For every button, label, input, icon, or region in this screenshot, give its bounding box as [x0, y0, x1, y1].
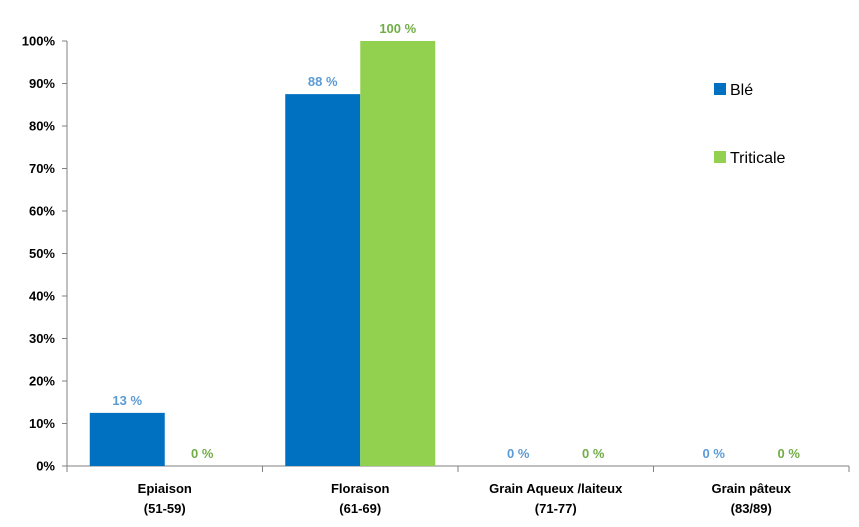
y-tick-label: 30%: [29, 331, 55, 346]
x-category-label: (83/89): [731, 501, 772, 516]
data-label: 0 %: [582, 446, 605, 461]
y-tick-label: 100%: [22, 34, 56, 49]
x-category-label: (51-59): [144, 501, 186, 516]
bar-triticale-2: [360, 41, 436, 466]
y-tick-label: 50%: [29, 246, 55, 261]
x-category-label: (61-69): [339, 501, 381, 516]
data-label: 0 %: [191, 446, 214, 461]
y-tick-label: 40%: [29, 289, 55, 304]
legend-label: Blé: [730, 82, 753, 99]
y-tick-label: 90%: [29, 76, 55, 91]
x-category-label: Epiaison: [138, 481, 192, 496]
bar-bl--1: [89, 412, 165, 466]
x-category-label: Floraison: [331, 481, 390, 496]
data-label: 0 %: [507, 446, 530, 461]
data-label: 0 %: [778, 446, 801, 461]
legend-swatch: [714, 83, 726, 95]
legend-swatch: [714, 151, 726, 163]
data-label: 0 %: [703, 446, 726, 461]
x-category-label: (71-77): [535, 501, 577, 516]
y-tick-label: 70%: [29, 161, 55, 176]
data-label: 100 %: [379, 21, 416, 36]
bar-bl--2: [285, 94, 361, 466]
y-tick-label: 60%: [29, 204, 55, 219]
data-label: 88 %: [308, 74, 338, 89]
legend-label: Triticale: [730, 150, 786, 167]
data-label: 13 %: [112, 393, 142, 408]
x-category-label: Grain Aqueux /laiteux: [489, 481, 623, 496]
y-tick-label: 10%: [29, 416, 55, 431]
y-tick-label: 80%: [29, 119, 55, 134]
y-tick-label: 0%: [36, 459, 55, 474]
y-tick-label: 20%: [29, 374, 55, 389]
x-category-label: Grain pâteux: [712, 481, 792, 496]
